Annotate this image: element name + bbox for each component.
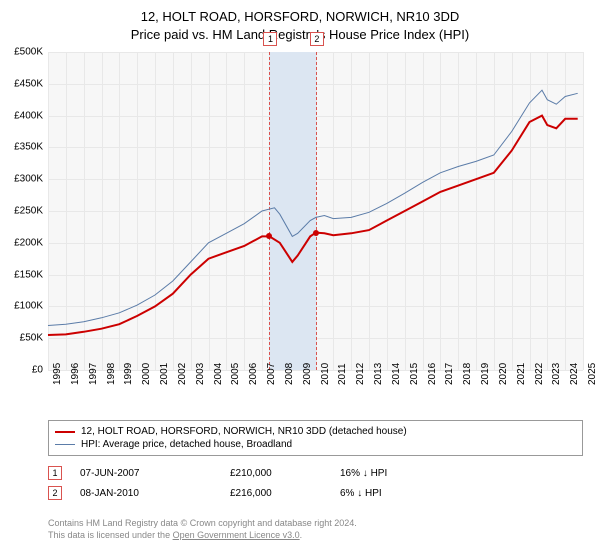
x-axis-tick: 2025 — [587, 363, 598, 385]
y-axis-tick: £100K — [14, 301, 43, 312]
x-axis-tick: 2007 — [266, 363, 277, 385]
legend-item: 12, HOLT ROAD, HORSFORD, NORWICH, NR10 3… — [55, 425, 576, 438]
line-series — [48, 52, 583, 370]
y-axis-tick: £300K — [14, 174, 43, 185]
x-axis-tick: 2002 — [177, 363, 188, 385]
sale-marker-box: 1 — [263, 32, 277, 46]
sale-row: 1 07-JUN-2007£210,00016% ↓ HPI — [48, 462, 583, 482]
x-axis-tick: 2009 — [302, 363, 313, 385]
footer-text-1: Contains HM Land Registry data © Crown c… — [48, 518, 357, 528]
sale-row-marker: 1 — [48, 466, 62, 480]
title-line-1: 12, HOLT ROAD, HORSFORD, NORWICH, NR10 3… — [0, 8, 600, 26]
x-axis-tick: 2005 — [230, 363, 241, 385]
series-line — [48, 90, 578, 325]
x-axis-tick: 2011 — [337, 363, 348, 385]
sale-price: £216,000 — [230, 488, 340, 499]
sale-point-marker — [266, 233, 272, 239]
sales-table: 1 07-JUN-2007£210,00016% ↓ HPI 2 08-JAN-201… — [48, 462, 583, 502]
x-axis-tick: 2006 — [248, 363, 259, 385]
y-axis-tick: £150K — [14, 269, 43, 280]
x-axis-tick: 2019 — [480, 363, 491, 385]
y-axis-tick: £500K — [14, 47, 43, 58]
x-axis-tick: 2023 — [551, 363, 562, 385]
x-axis-tick: 2010 — [320, 363, 331, 385]
x-axis-tick: 2004 — [213, 363, 224, 385]
x-axis-tick: 2003 — [195, 363, 206, 385]
y-axis-tick: £50K — [20, 333, 43, 344]
sale-hpi-delta: 6% ↓ HPI — [340, 488, 450, 499]
legend-label: 12, HOLT ROAD, HORSFORD, NORWICH, NR10 3… — [81, 426, 407, 437]
x-axis-tick: 2020 — [498, 363, 509, 385]
x-axis-tick: 1999 — [123, 363, 134, 385]
y-axis-tick: £400K — [14, 110, 43, 121]
sale-price: £210,000 — [230, 468, 340, 479]
x-axis-tick: 2018 — [462, 363, 473, 385]
x-axis-tick: 2016 — [427, 363, 438, 385]
sale-row: 2 08-JAN-2010£216,0006% ↓ HPI — [48, 482, 583, 502]
footer-text-2: This data is licensed under the — [48, 530, 173, 540]
footer-text-3: . — [300, 530, 303, 540]
x-axis-tick: 2017 — [444, 363, 455, 385]
legend-swatch — [55, 444, 75, 445]
x-axis-tick: 1995 — [52, 363, 63, 385]
y-axis-tick: £0 — [32, 365, 43, 376]
x-axis-tick: 2013 — [373, 363, 384, 385]
sale-marker-box: 2 — [310, 32, 324, 46]
x-axis-tick: 2024 — [569, 363, 580, 385]
legend-item: HPI: Average price, detached house, Broa… — [55, 438, 576, 451]
x-axis-tick: 1997 — [88, 363, 99, 385]
chart-area: £0£50K£100K£150K£200K£250K£300K£350K£400… — [48, 52, 583, 392]
sale-row-marker: 2 — [48, 486, 62, 500]
title-line-2: Price paid vs. HM Land Registry's House … — [0, 26, 600, 44]
gridline-v — [583, 52, 584, 370]
x-axis-tick: 2022 — [534, 363, 545, 385]
x-axis-tick: 2014 — [391, 363, 402, 385]
y-axis-tick: £450K — [14, 78, 43, 89]
x-axis-tick: 1998 — [106, 363, 117, 385]
x-axis-tick: 2015 — [409, 363, 420, 385]
x-axis-tick: 2012 — [355, 363, 366, 385]
legend-label: HPI: Average price, detached house, Broa… — [81, 439, 292, 450]
y-axis-tick: £250K — [14, 206, 43, 217]
sale-point-marker — [313, 230, 319, 236]
x-axis-tick: 2001 — [159, 363, 170, 385]
x-axis-tick: 2008 — [284, 363, 295, 385]
y-axis-tick: £350K — [14, 142, 43, 153]
legend: 12, HOLT ROAD, HORSFORD, NORWICH, NR10 3… — [48, 420, 583, 456]
y-axis-tick: £200K — [14, 237, 43, 248]
attribution-footer: Contains HM Land Registry data © Crown c… — [48, 518, 583, 541]
x-axis-tick: 2000 — [141, 363, 152, 385]
x-axis-tick: 1996 — [70, 363, 81, 385]
legend-swatch — [55, 431, 75, 433]
sale-date: 08-JAN-2010 — [80, 488, 230, 499]
sale-hpi-delta: 16% ↓ HPI — [340, 468, 450, 479]
sale-date: 07-JUN-2007 — [80, 468, 230, 479]
chart-title: 12, HOLT ROAD, HORSFORD, NORWICH, NR10 3… — [0, 0, 600, 44]
x-axis-tick: 2021 — [516, 363, 527, 385]
ogl-link[interactable]: Open Government Licence v3.0 — [173, 530, 300, 540]
